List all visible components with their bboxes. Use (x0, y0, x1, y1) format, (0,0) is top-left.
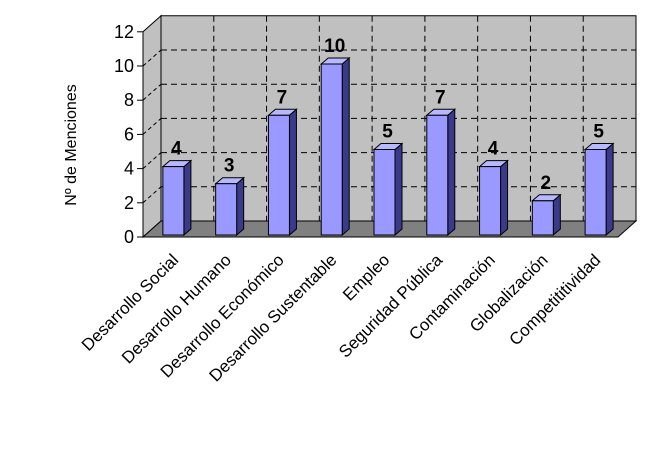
data-label: 5 (593, 122, 604, 143)
bar-9 (583, 142, 615, 237)
data-labels: 4 3 7 10 5 7 4 2 5 (171, 36, 604, 194)
bar-side (183, 159, 192, 237)
bar-side (500, 159, 509, 237)
bar-6 (425, 108, 457, 237)
bar-7 (478, 159, 509, 237)
y-tick-label: 12 (114, 22, 134, 42)
y-tick-label: 0 (124, 227, 134, 247)
bar-front (531, 200, 554, 236)
y-axis-title: Nº de Menciones (63, 84, 80, 205)
grid-lines (142, 15, 636, 221)
data-label: 5 (382, 122, 393, 143)
category-label: Empleo (339, 250, 393, 304)
data-label: 7 (435, 87, 446, 108)
category-label: Desarrollo Social (78, 250, 182, 354)
data-label: 7 (277, 87, 288, 108)
y-tick-label: 8 (124, 90, 134, 110)
bar-side (236, 176, 245, 237)
data-label: 4 (171, 139, 182, 160)
data-label: 10 (324, 36, 345, 57)
bar-1 (161, 159, 193, 237)
data-label: 2 (541, 173, 552, 194)
bar-side (605, 142, 614, 237)
bar-3 (267, 108, 298, 237)
bar-side (341, 56, 350, 237)
y-tick-label: 6 (124, 124, 134, 144)
bar-front (584, 149, 607, 236)
bar-2 (214, 176, 246, 237)
y-tick-label: 10 (114, 56, 134, 76)
bar-front (373, 149, 396, 236)
y-tick-label: 2 (124, 193, 134, 213)
bar-4 (319, 56, 351, 237)
data-label: 3 (224, 156, 235, 177)
bar-8 (530, 193, 562, 237)
bar-front (267, 114, 290, 236)
bar-front (162, 166, 185, 236)
y-axis-ticks: 0 2 4 6 8 10 12 (114, 22, 144, 247)
bar-side (288, 108, 297, 237)
bar-front (320, 63, 343, 236)
category-label: Competititividad (505, 250, 604, 349)
data-label: 4 (488, 139, 499, 160)
y-tick-label: 4 (124, 159, 134, 179)
bar-side (552, 193, 561, 237)
bars-group (161, 56, 615, 237)
bar-front (215, 183, 238, 236)
side-wall (142, 14, 162, 239)
bar-5 (372, 142, 404, 237)
bar-front (479, 166, 502, 236)
bar-front (426, 114, 449, 236)
bar-side (447, 108, 456, 237)
bar-side (394, 142, 403, 237)
